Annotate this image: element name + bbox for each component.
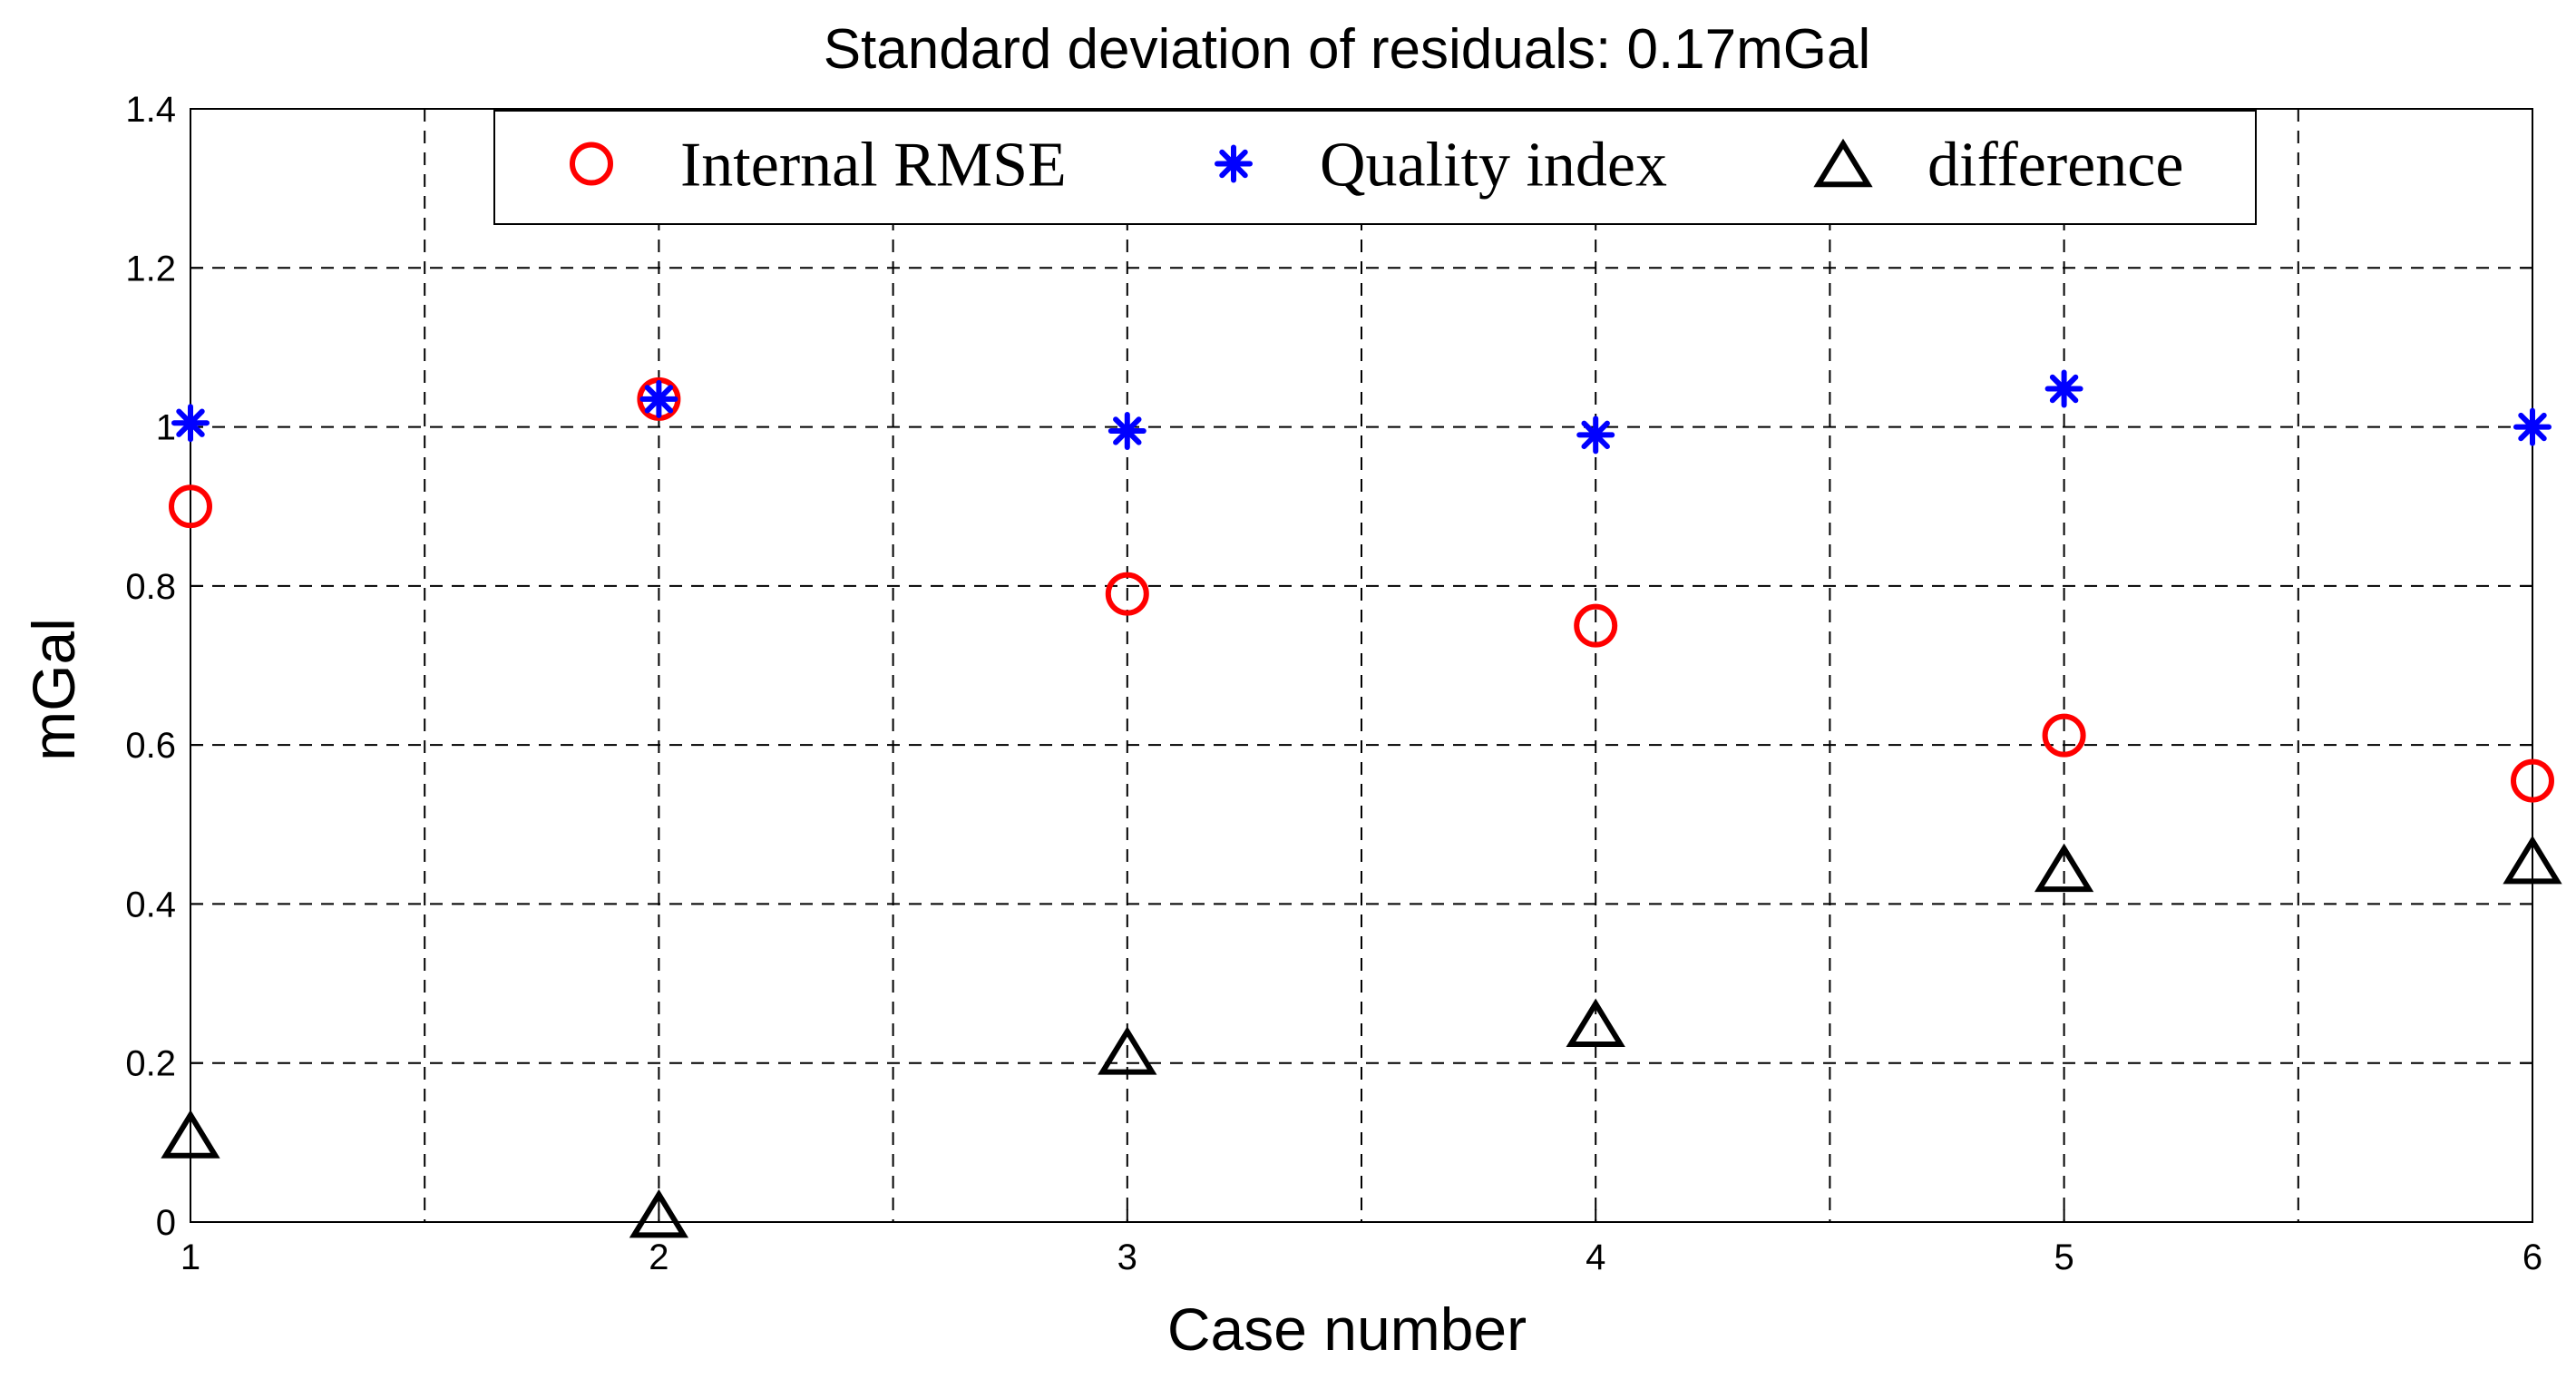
quality-index-point: [1576, 416, 1615, 455]
legend-marker-internal-rmse: [570, 142, 613, 186]
quality-index-point: [2044, 369, 2083, 408]
internal-rmse-point: [1105, 572, 1149, 616]
x-tick-label: 4: [1586, 1237, 1605, 1277]
difference-point: [2034, 843, 2094, 893]
legend-box: [493, 110, 2257, 225]
internal-rmse-point: [1574, 603, 1618, 648]
legend-marker-quality-index: [1215, 144, 1253, 183]
difference-point: [1098, 1026, 1157, 1075]
x-tick-label: 1: [181, 1237, 200, 1277]
legend-marker-difference: [1813, 138, 1873, 188]
legend-label-internal-rmse: Internal RMSE: [680, 131, 1067, 200]
y-tick-label: 1.2: [125, 249, 176, 289]
x-tick-label: 2: [649, 1237, 668, 1277]
y-tick-label: 0.8: [125, 567, 176, 607]
y-tick-label: 0: [156, 1203, 176, 1243]
y-tick-label: 0.2: [125, 1044, 176, 1084]
quality-index-point: [639, 379, 678, 418]
internal-rmse-point: [169, 484, 212, 529]
data-markers: [161, 369, 2562, 1238]
plot-area-frame: [190, 108, 2533, 1223]
x-tick-label: 3: [1117, 1237, 1137, 1277]
internal-rmse-point: [2042, 713, 2086, 758]
legend-label-difference: difference: [1927, 131, 2183, 200]
axis-ticks: [190, 108, 2533, 1223]
x-axis-label: Case number: [1167, 1296, 1527, 1363]
y-tick-label: 1: [156, 408, 176, 448]
quality-index-point: [2513, 407, 2552, 446]
chart-title: Standard deviation of residuals: 0.17mGa…: [824, 18, 1871, 81]
y-tick-label: 0.4: [125, 885, 176, 924]
x-tick-label: 5: [2054, 1237, 2073, 1277]
legend: Internal RMSE Quality index difference: [493, 110, 2257, 225]
y-axis-label: mGal: [20, 618, 87, 761]
axis-tick-labels: 0 0.2 0.4 0.6 0.8 1 1.2 1.4 1 2 3 4 5 6: [125, 90, 2542, 1277]
grid-lines: [190, 109, 2532, 1222]
quality-index-point: [1107, 411, 1147, 450]
y-tick-label: 0.6: [125, 726, 176, 766]
difference-point: [1566, 998, 1625, 1047]
difference-point: [161, 1110, 220, 1159]
x-tick-label: 6: [2522, 1237, 2542, 1277]
quality-index-point: [171, 404, 210, 443]
legend-label-quality-index: Quality index: [1320, 131, 1667, 200]
difference-point: [629, 1188, 689, 1238]
internal-rmse-point: [2511, 758, 2554, 803]
y-tick-label: 1.4: [125, 90, 176, 130]
difference-point: [2503, 835, 2562, 885]
